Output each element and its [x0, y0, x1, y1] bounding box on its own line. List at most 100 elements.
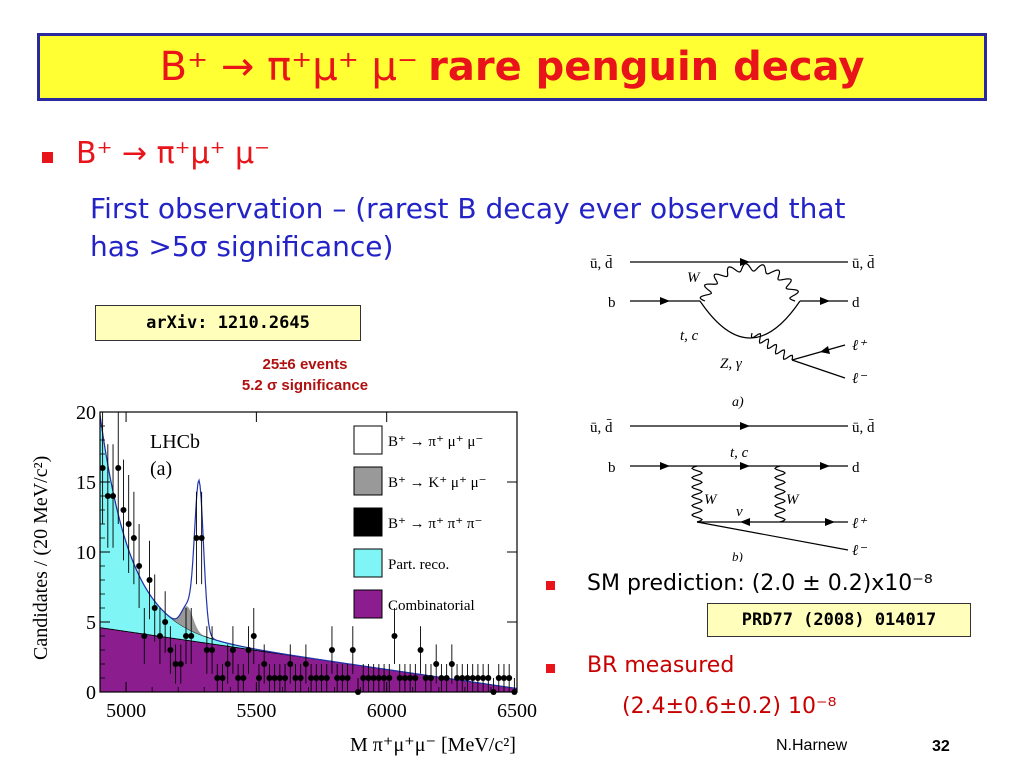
- data-point: [292, 675, 299, 681]
- br-label: BR measured: [587, 653, 735, 678]
- legend-label: B⁺ → π⁺ μ⁺ μ⁻: [388, 434, 483, 450]
- fa-zg: Z, γ: [720, 356, 743, 372]
- data-point: [151, 605, 158, 611]
- data-point: [438, 675, 445, 681]
- events-count: 25±6 events: [262, 356, 348, 373]
- data-point: [464, 675, 471, 681]
- data-point: [386, 675, 393, 681]
- legend-swatch: [353, 466, 383, 496]
- legend-label: B⁺ → K⁺ μ⁺ μ⁻: [388, 475, 487, 491]
- legend-swatch: [353, 425, 383, 455]
- data-point: [401, 675, 408, 681]
- data-point: [229, 647, 236, 653]
- bullet-marker: [546, 664, 555, 673]
- br-value: (2.4±0.6±0.2) 10⁻⁸: [622, 694, 837, 719]
- data-point: [261, 661, 268, 667]
- data-point: [480, 675, 487, 681]
- x-tick-label: 5500: [236, 700, 276, 722]
- data-point: [245, 647, 252, 653]
- feynman-diagram-a: ū, d̄ ū, d̄ b d W t, c Z, γ ℓ⁺ ℓ⁻ a): [590, 256, 875, 410]
- chart-axes: 0 5 10 15 20 5000 5500 6000 6500: [76, 402, 537, 722]
- data-point: [198, 535, 205, 541]
- data-point: [328, 647, 335, 653]
- legend-swatch: [353, 507, 383, 537]
- data-point: [323, 675, 330, 681]
- y-axis-label: Candidates / (20 MeV/c²): [30, 456, 52, 660]
- legend-label: B⁺ → π⁺ π⁺ π⁻: [388, 516, 482, 532]
- data-point: [162, 619, 169, 625]
- data-point: [417, 647, 424, 653]
- title-emphasis: rare penguin decay: [428, 44, 865, 90]
- legend-swatch: [353, 589, 383, 619]
- data-point: [360, 675, 367, 681]
- fa-lm: ℓ⁻: [852, 371, 867, 387]
- data-point: [130, 535, 137, 541]
- data-point: [235, 675, 242, 681]
- data-point: [250, 633, 257, 639]
- data-point: [375, 675, 382, 681]
- feynman-diagram-b: ū, d̄ ū, d̄ b d t, c W W ν ℓ⁺ ℓ⁻ b): [590, 420, 875, 562]
- data-point: [219, 675, 226, 681]
- fb-label: b): [732, 549, 743, 562]
- legend-label: Combinatorial: [388, 598, 475, 614]
- data-point: [391, 633, 398, 639]
- data-point: [282, 675, 289, 681]
- data-point: [125, 521, 132, 527]
- x-tick-label: 6500: [497, 700, 537, 722]
- fa-lp: ℓ⁺: [852, 338, 867, 354]
- kaon-bkg-area: [165, 606, 210, 639]
- observation-line1: First observation – (rarest B decay ever…: [90, 192, 846, 225]
- y-tick-label: 20: [76, 402, 96, 424]
- title-decay: B⁺ → π⁺μ⁺ μ⁻: [159, 44, 419, 90]
- data-point: [302, 661, 309, 667]
- observation-text: First observation – (rarest B decay ever…: [90, 190, 990, 266]
- data-point: [188, 633, 195, 639]
- data-point: [255, 675, 262, 681]
- inner-label-lhcb: LHCb: [150, 431, 200, 453]
- data-point: [110, 493, 117, 499]
- fa-label: a): [732, 395, 744, 410]
- fa-quark-right: ū, d̄: [852, 256, 875, 272]
- data-point: [266, 675, 273, 681]
- data-point: [276, 675, 283, 681]
- bullet-marker: [546, 581, 555, 590]
- fb-lm: ℓ⁻: [852, 543, 867, 559]
- fb-lp: ℓ⁺: [852, 516, 867, 532]
- fb-d: d: [852, 460, 860, 476]
- events-significance: 5.2 σ significance: [241, 377, 369, 394]
- data-point: [203, 647, 210, 653]
- fb-tc: t, c: [730, 445, 749, 461]
- data-point: [313, 675, 320, 681]
- x-tick-label: 5000: [106, 700, 146, 722]
- data-point: [433, 661, 440, 667]
- mass-histogram: 0 5 10 15 20 5000 5500 6000 6500 LHCb (a) B⁺ → π…: [30, 402, 537, 756]
- data-point: [448, 661, 455, 667]
- data-point: [136, 563, 143, 569]
- data-point: [104, 493, 111, 499]
- y-tick-label: 5: [86, 612, 96, 634]
- bullet-marker: [42, 152, 53, 163]
- prd-ref: PRD77 (2008) 014017: [707, 603, 971, 637]
- data-point: [469, 675, 476, 681]
- observation-line2: has >5σ significance): [90, 230, 394, 263]
- legend-swatch: [353, 548, 383, 578]
- footer-author: N.Harnew: [776, 737, 848, 754]
- data-point: [396, 675, 403, 681]
- fa-tc: t, c: [680, 328, 699, 344]
- data-point: [339, 675, 346, 681]
- data-point: [506, 675, 513, 681]
- chart-areas: [99, 414, 518, 693]
- y-tick-label: 0: [86, 682, 96, 704]
- data-point: [500, 675, 507, 681]
- data-point: [297, 675, 304, 681]
- data-point: [427, 675, 434, 681]
- data-point: [412, 675, 419, 681]
- data-point: [474, 675, 481, 681]
- data-point: [271, 675, 278, 681]
- data-point: [115, 465, 122, 471]
- fa-w: W: [687, 270, 701, 286]
- data-point: [146, 577, 153, 583]
- data-point: [141, 633, 148, 639]
- data-point: [167, 647, 174, 653]
- data-point: [308, 675, 315, 681]
